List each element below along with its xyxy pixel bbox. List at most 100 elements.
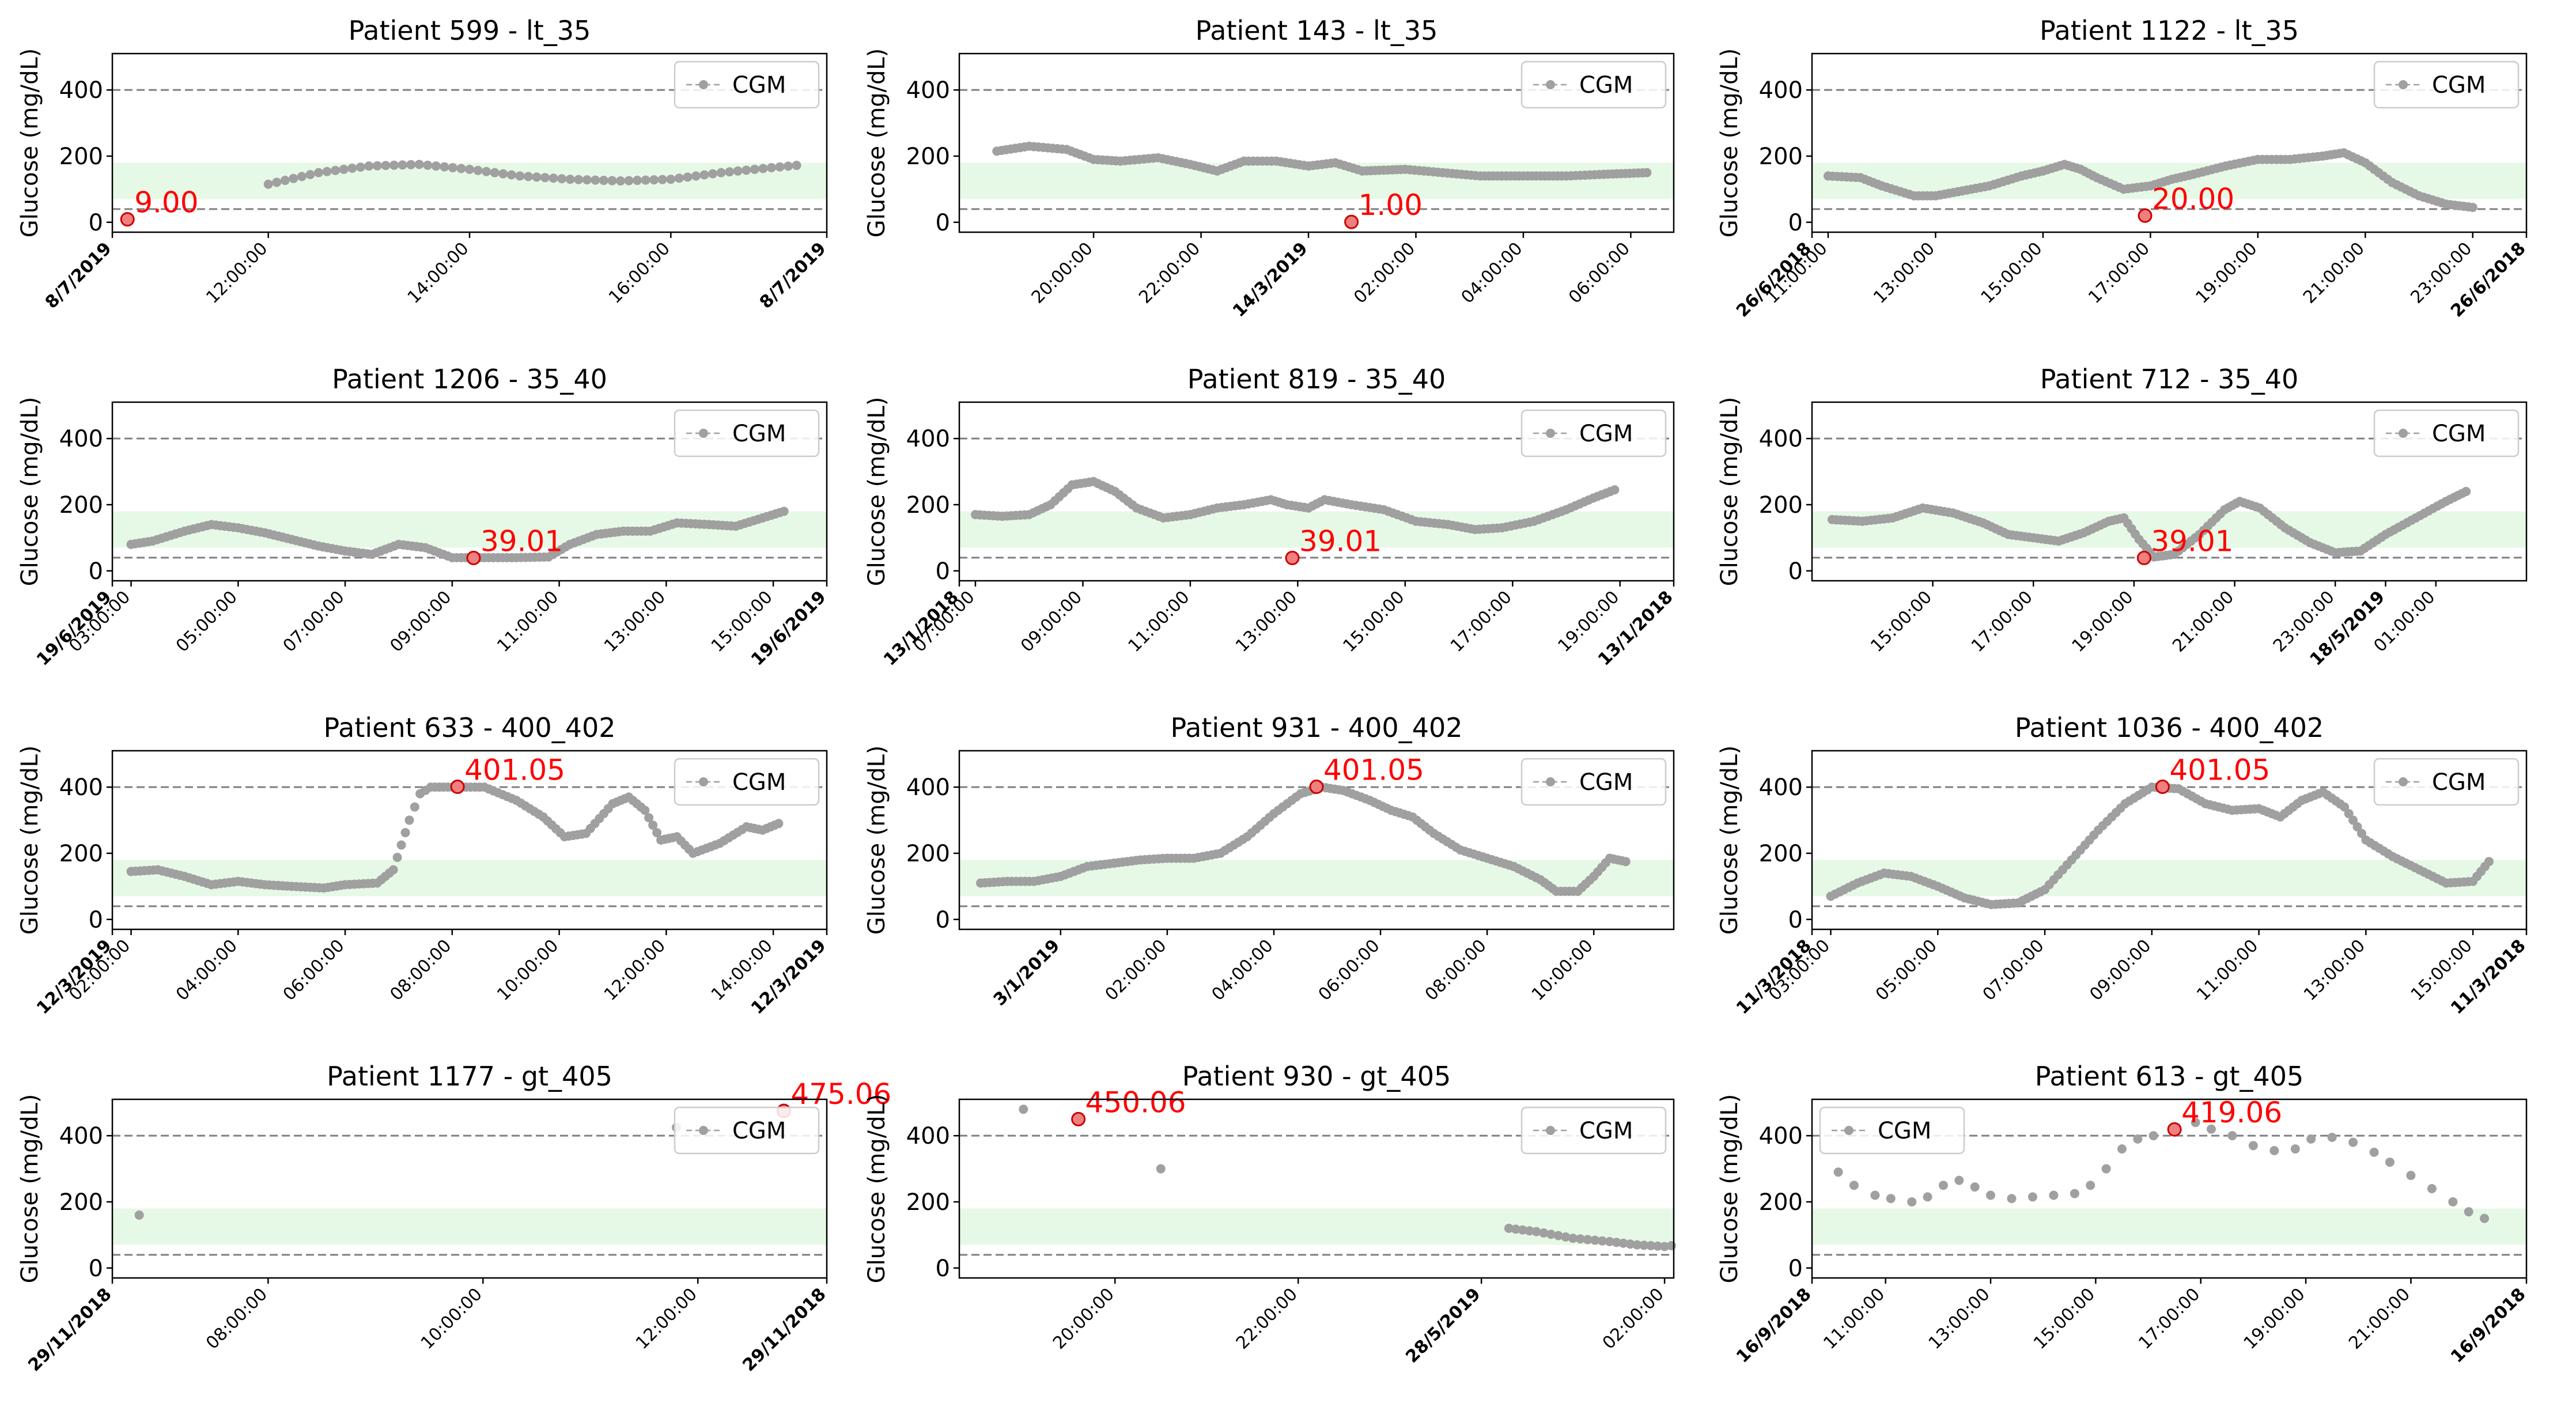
y-tick-label: 400	[59, 774, 103, 801]
legend-box	[2373, 758, 2520, 806]
cgm-point	[1575, 1234, 1585, 1244]
x-tick-label: 12:00:00	[202, 239, 271, 308]
x-tick-label: 15:00:00	[1867, 587, 1936, 656]
cgm-point	[406, 160, 416, 169]
axes-frame	[111, 1098, 828, 1279]
cgm-point	[1642, 168, 1652, 177]
x-tick-label: 19:00:00	[2192, 239, 2261, 308]
cgm-point	[784, 161, 793, 171]
highlight-label: 450.06	[1085, 1085, 1186, 1119]
cgm-point	[2191, 1118, 2200, 1128]
x-tick-label: 17:00:00	[2085, 239, 2154, 308]
legend-marker	[699, 1126, 708, 1135]
legend-box	[674, 409, 820, 457]
cgm-point	[2027, 1192, 2037, 1202]
cgm-point	[2406, 1171, 2416, 1181]
cgm-point	[640, 805, 650, 815]
cgm-point	[339, 164, 349, 174]
cgm-point	[716, 168, 726, 177]
y-tick-label: 200	[906, 841, 950, 867]
x-tick-label: 04:00:00	[1208, 936, 1277, 1005]
cgm-point	[448, 163, 457, 173]
cgm-point	[1938, 1181, 1948, 1190]
cgm-point	[699, 170, 709, 180]
x-tick-label: 09:00:00	[386, 587, 455, 656]
y-tick-label: 400	[1759, 774, 1803, 801]
y-tick-label: 400	[906, 1123, 950, 1149]
legend: CGM	[674, 409, 820, 457]
cgm-point	[423, 160, 433, 170]
x-tick-label: 11:00:00	[493, 587, 562, 656]
cgm-point	[506, 170, 516, 180]
cgm-point	[431, 161, 441, 171]
y-tick-label: 0	[1788, 558, 1803, 585]
x-tick-label: 16/9/2018	[2447, 1284, 2530, 1367]
y-tick-label: 400	[59, 77, 103, 104]
cgm-point	[574, 175, 584, 184]
x-tick-label: 09:00:00	[2086, 936, 2155, 1005]
subplot-title: Patient 1122 - lt_35	[2040, 15, 2299, 46]
cgm-point	[775, 162, 785, 172]
y-tick-label: 200	[59, 492, 103, 519]
y-tick-label: 400	[1759, 1123, 1803, 1149]
y-axis-label: Glucose (mg/dL)	[864, 746, 890, 935]
cgm-point	[2086, 1181, 2095, 1190]
axes-frame	[958, 1098, 1675, 1279]
cgm-point	[1546, 1230, 1556, 1239]
cgm-point	[1605, 1236, 1614, 1246]
cgm-point	[2356, 829, 2366, 838]
x-tick-label: 13:00:00	[1870, 239, 1939, 308]
cgm-point	[396, 840, 406, 850]
subplot: 475.06 0 200 400 29/11/2018 08:00:00 10:00:00 1…	[17, 1061, 891, 1375]
x-tick-label: 11:00:00	[2193, 936, 2262, 1005]
x-tick-label: 12:00:00	[632, 1284, 701, 1353]
cgm-point	[355, 162, 365, 172]
cgm-point	[1970, 1182, 1980, 1192]
x-tick-label: 10:00:00	[493, 936, 562, 1005]
y-tick-label: 0	[89, 907, 103, 933]
y-tick-label: 200	[906, 143, 950, 170]
x-tick-label: 8/7/2019	[756, 239, 830, 313]
x-tick-label: 08:00:00	[202, 1284, 271, 1353]
target-range-band	[112, 860, 827, 897]
subplot-title: Patient 712 - 35_40	[2040, 364, 2299, 395]
cgm-point	[1954, 1175, 1964, 1185]
cgm-point	[2461, 487, 2471, 496]
x-tick-label: 07:00:00	[1979, 936, 2048, 1005]
y-tick-label: 200	[1759, 1189, 1803, 1216]
highlight-point	[450, 780, 465, 795]
y-tick-label: 200	[906, 492, 950, 519]
highlight-label: 419.06	[2181, 1096, 2282, 1129]
cgm-point	[644, 813, 654, 823]
legend-box	[674, 1106, 820, 1155]
cgm-point	[1986, 1190, 1995, 1200]
subplot-title: Patient 613 - gt_405	[2035, 1061, 2303, 1092]
subplot-title: Patient 143 - lt_35	[1196, 15, 1438, 46]
legend: CGM	[2373, 409, 2520, 457]
cgm-point	[657, 175, 667, 184]
y-tick-label: 0	[89, 210, 103, 236]
x-tick-label: 02:00:00	[1350, 239, 1419, 308]
subplot-title: Patient 819 - 35_40	[1187, 364, 1446, 395]
cgm-point	[1621, 857, 1631, 867]
cgm-point	[2306, 1134, 2316, 1144]
cgm-point	[498, 169, 508, 179]
x-tick-label: 05:00:00	[172, 587, 241, 656]
subplot-title: Patient 599 - lt_35	[349, 15, 591, 46]
x-tick-label: 06:00:00	[279, 936, 349, 1005]
cgm-point	[1019, 1105, 1028, 1114]
legend-marker	[2399, 80, 2408, 89]
y-tick-label: 0	[936, 907, 950, 933]
cgm-point	[2385, 1158, 2395, 1167]
y-tick-label: 0	[89, 1255, 103, 1282]
cgm-point	[523, 172, 533, 181]
cgm-point	[1870, 1190, 1880, 1200]
cgm-point	[532, 172, 542, 182]
cgm-point	[388, 865, 398, 875]
y-axis-label: Glucose (mg/dL)	[1716, 397, 1743, 587]
x-tick-label: 15:00:00	[1339, 587, 1408, 656]
highlight-label: 20.00	[2152, 182, 2234, 215]
